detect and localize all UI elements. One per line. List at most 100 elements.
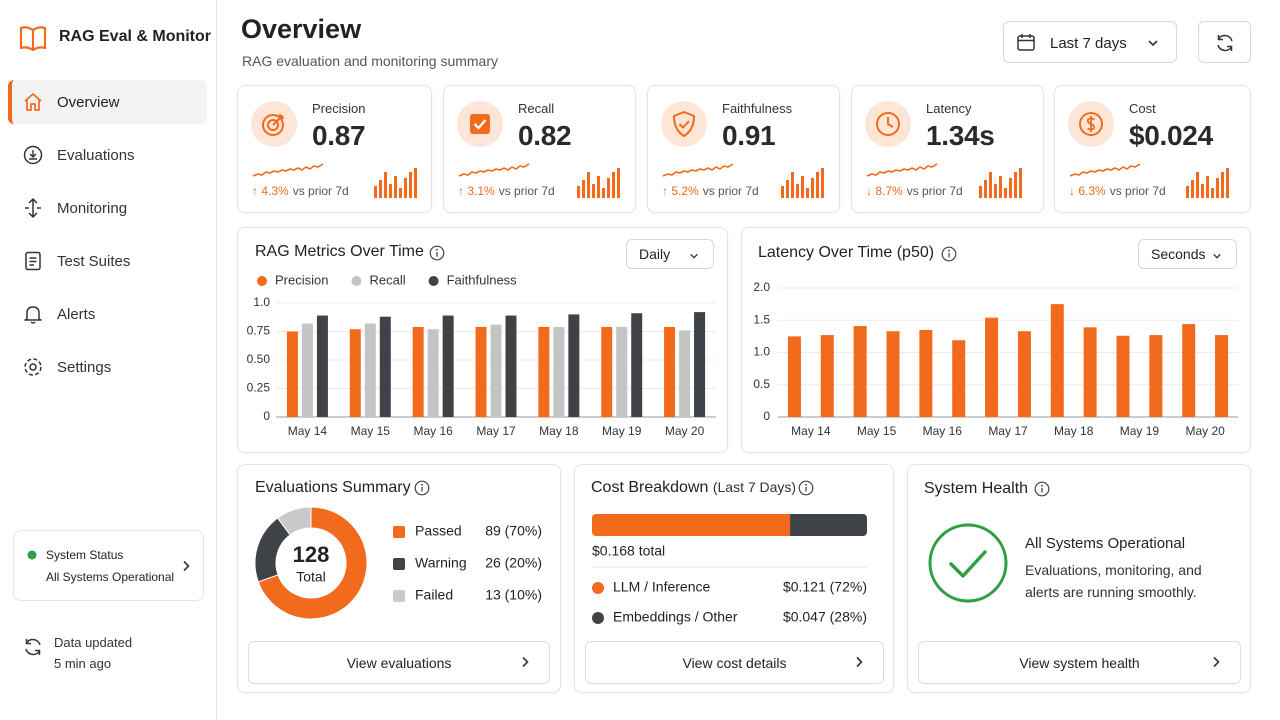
dropdown-label: Seconds xyxy=(1151,246,1206,262)
nav-item[interactable]: Overview xyxy=(8,80,207,124)
date-range-picker[interactable]: Last 7 days xyxy=(1003,21,1177,63)
health-check-icon xyxy=(928,523,1008,603)
kpi-label: Faithfulness xyxy=(722,101,793,116)
sparkline xyxy=(1069,160,1141,180)
bar xyxy=(616,326,628,417)
kpi-delta-row: ↑ 4.3% vs prior 7d xyxy=(252,184,349,198)
bar xyxy=(1083,327,1097,417)
bar xyxy=(349,329,361,417)
x-tick-label: May 18 xyxy=(539,424,579,438)
bar xyxy=(1149,335,1163,417)
chart: 0 0.25 0.50 0.75 1.0 May 14 May 15 May 16 May 17… xyxy=(247,272,716,438)
bar xyxy=(379,316,391,417)
bar xyxy=(1116,335,1130,417)
brand: RAG Eval & Monitor xyxy=(59,28,212,45)
bar xyxy=(568,314,580,417)
kpi-label: Cost xyxy=(1129,101,1156,116)
kpi-icon xyxy=(661,101,707,147)
nav-item[interactable]: Test Suites xyxy=(8,239,207,283)
legend-swatch xyxy=(393,590,405,602)
view-button[interactable]: View evaluations xyxy=(248,641,550,684)
kpi-compare: vs prior 7d xyxy=(498,184,555,198)
kpi-card: Recall 0.82 ↑ 3.1% vs prior 7d xyxy=(443,85,636,213)
nav-label: Evaluations xyxy=(57,146,135,164)
mini-bars xyxy=(978,168,1024,198)
unit-dropdown[interactable]: Seconds xyxy=(1138,239,1237,269)
chart-title: RAG Metrics Over Time xyxy=(255,243,424,260)
status-card[interactable]: System Status All Systems Operational xyxy=(13,530,204,601)
legend-label: LLM / Inference xyxy=(613,579,710,595)
chart-title: Latency Over Time (p50) xyxy=(758,244,935,261)
bar-segment xyxy=(790,514,867,536)
x-tick-label: May 20 xyxy=(1185,424,1225,438)
nav-item[interactable]: Evaluations xyxy=(8,133,207,177)
nav-item[interactable]: Alerts xyxy=(8,292,207,336)
health-description: Evaluations, monitoring, and alerts are … xyxy=(1025,562,1202,600)
cost-panel: LLM / Inference $0.121 (72%) Embeddings / … xyxy=(574,464,894,693)
bar xyxy=(631,313,643,417)
bar xyxy=(919,329,933,417)
y-tick-label: 1.0 xyxy=(753,345,770,359)
view-button[interactable]: View system health xyxy=(918,641,1241,684)
bar xyxy=(1215,335,1229,417)
bar xyxy=(364,323,376,417)
y-tick-label: 0.75 xyxy=(247,324,271,338)
button-label: View cost details xyxy=(682,654,787,671)
chart: LLM / Inference $0.121 (72%) Embeddings / … xyxy=(592,514,867,625)
kpi-delta: ↓ 6.3% xyxy=(1069,184,1106,198)
chart-panel: 0 0.5 1.0 1.5 2.0 May 14 May 15 May 16 May 17 May… xyxy=(741,227,1251,453)
kpi-icon xyxy=(457,101,503,147)
date-range-label: Last 7 days xyxy=(1050,35,1127,52)
y-tick-label: 0.5 xyxy=(753,377,770,391)
status-text: All Systems Operational xyxy=(46,570,175,584)
y-tick-label: 0 xyxy=(263,409,270,423)
interval-dropdown[interactable]: Daily xyxy=(626,239,714,269)
chart: 0 0.5 1.0 1.5 2.0 May 14 May 15 May 16 May 17 May… xyxy=(753,280,1238,438)
mini-bars xyxy=(576,168,622,198)
nav-item[interactable]: Monitoring xyxy=(8,186,207,230)
bar xyxy=(985,317,999,417)
kpi-compare: vs prior 7d xyxy=(702,184,759,198)
chart-title-row: Cost Breakdown (Last 7 Days) xyxy=(591,479,796,497)
bar xyxy=(553,326,565,417)
donut-center-label: Total xyxy=(296,569,326,585)
refresh-button[interactable] xyxy=(1198,21,1251,63)
bar xyxy=(316,315,328,417)
value-label: 89 (70%) xyxy=(485,523,542,539)
kpi-delta-row: ↓ 6.3% vs prior 7d xyxy=(1069,184,1166,198)
x-tick-label: May 14 xyxy=(791,424,831,438)
chevron xyxy=(689,251,699,261)
bar xyxy=(286,331,298,417)
y-tick-label: 1.0 xyxy=(253,295,270,309)
x-tick-label: May 19 xyxy=(602,424,642,438)
x-tick-label: May 15 xyxy=(351,424,391,438)
kpi-delta: ↑ 5.2% xyxy=(662,184,699,198)
bar xyxy=(679,330,691,417)
brand-icon xyxy=(19,26,47,52)
legend-label: Warning xyxy=(415,555,467,571)
legend-swatch xyxy=(351,276,362,286)
page-subtitle: RAG evaluation and monitoring summary xyxy=(242,53,499,69)
kpi-delta-row: ↑ 5.2% vs prior 7d xyxy=(662,184,759,198)
bar xyxy=(853,326,867,417)
nav-item[interactable]: Settings xyxy=(8,345,207,389)
view-button[interactable]: View cost details xyxy=(585,641,884,684)
kpi-compare: vs prior 7d xyxy=(906,184,963,198)
nav-label: Monitoring xyxy=(57,199,128,217)
bar xyxy=(1182,324,1196,417)
sidebar: RAG Eval & Monitor Overview Evaluations … xyxy=(0,0,217,720)
kpi-delta-row: ↓ 8.7% vs prior 7d xyxy=(866,184,963,198)
legend-swatch xyxy=(592,582,604,594)
bar xyxy=(475,326,487,417)
legend-swatch xyxy=(257,276,267,286)
kpi-delta: ↑ 4.3% xyxy=(252,184,289,198)
nav-label: Settings xyxy=(57,358,112,376)
info-icon xyxy=(414,480,430,496)
status-dot xyxy=(27,550,37,560)
kpi-icon xyxy=(251,101,297,147)
chevron xyxy=(1212,251,1222,261)
chevron xyxy=(1147,37,1159,49)
evaluations-panel: Passed 89 (70%) Warning 26 (20%) Failed 13 (1… xyxy=(237,464,561,693)
kpi-icon xyxy=(865,101,911,147)
bar xyxy=(694,312,706,417)
